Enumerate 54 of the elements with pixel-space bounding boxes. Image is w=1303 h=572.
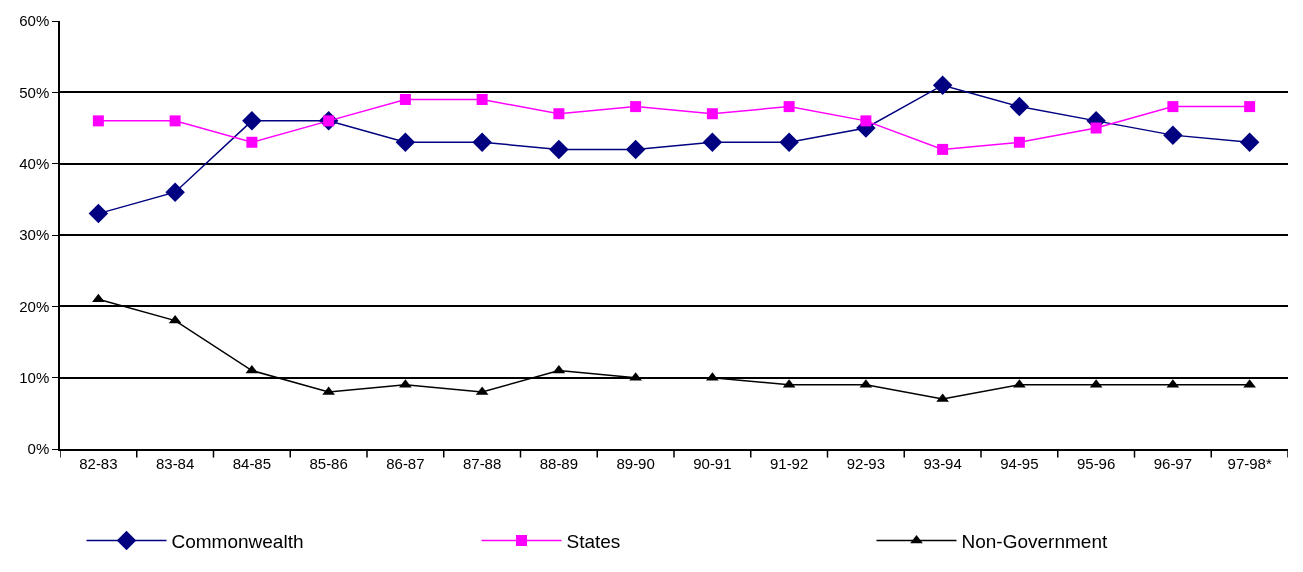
point [706, 108, 718, 120]
point [549, 139, 569, 160]
x-tick-label: 95-96 [1076, 454, 1116, 472]
point [1090, 122, 1102, 134]
y-tick-label: 40% [19, 154, 50, 172]
point [702, 132, 723, 153]
x-tick-label: 87-88 [462, 454, 502, 472]
x-tick-label: 82-83 [79, 454, 118, 472]
point [860, 115, 872, 127]
point [476, 93, 488, 105]
legend-label: States [566, 531, 621, 553]
point [246, 136, 258, 148]
y-tick-label: 20% [19, 297, 50, 315]
y-tick-label: 10% [19, 368, 50, 386]
point [783, 101, 795, 113]
point [630, 101, 642, 113]
x-tick-label: 83-84 [155, 454, 195, 472]
x-tick-label: 85-86 [309, 454, 348, 472]
point [1244, 101, 1256, 113]
x-tick-label: 86-87 [386, 454, 425, 472]
point [1167, 101, 1179, 113]
x-tick-label: 92-93 [846, 454, 886, 472]
x-tick-label: 93-94 [923, 454, 962, 472]
legend-label: Non-Government [961, 531, 1108, 553]
x-tick-label: 91-92 [769, 454, 809, 472]
legend-label: Commonwealth [171, 531, 304, 553]
y-tick-label: 50% [19, 83, 50, 101]
x-tick-label: 94-95 [1000, 454, 1039, 472]
y-tick-label: 0% [27, 440, 50, 458]
x-tick-label: 97-98* [1227, 454, 1272, 472]
point [169, 115, 181, 127]
point [779, 132, 799, 153]
point [88, 203, 109, 224]
point [92, 115, 104, 127]
point [242, 111, 262, 131]
point [1163, 125, 1183, 145]
point [395, 132, 416, 153]
point [165, 182, 185, 202]
x-tick-label: 96-97 [1153, 454, 1193, 472]
point [932, 75, 953, 95]
point [1239, 132, 1260, 153]
x-tick-label: 90-91 [693, 454, 732, 472]
x-tick-label: 88-89 [539, 454, 579, 472]
y-tick-label: 30% [19, 226, 50, 244]
point [937, 143, 949, 155]
point [1009, 96, 1030, 117]
point [472, 132, 492, 153]
x-tick-label: 89-90 [616, 454, 655, 472]
x-tick-label: 84-85 [232, 454, 272, 472]
y-tick-label: 60% [19, 12, 50, 30]
point [1013, 136, 1025, 148]
point [625, 139, 646, 160]
point [553, 108, 565, 120]
point [399, 93, 411, 105]
